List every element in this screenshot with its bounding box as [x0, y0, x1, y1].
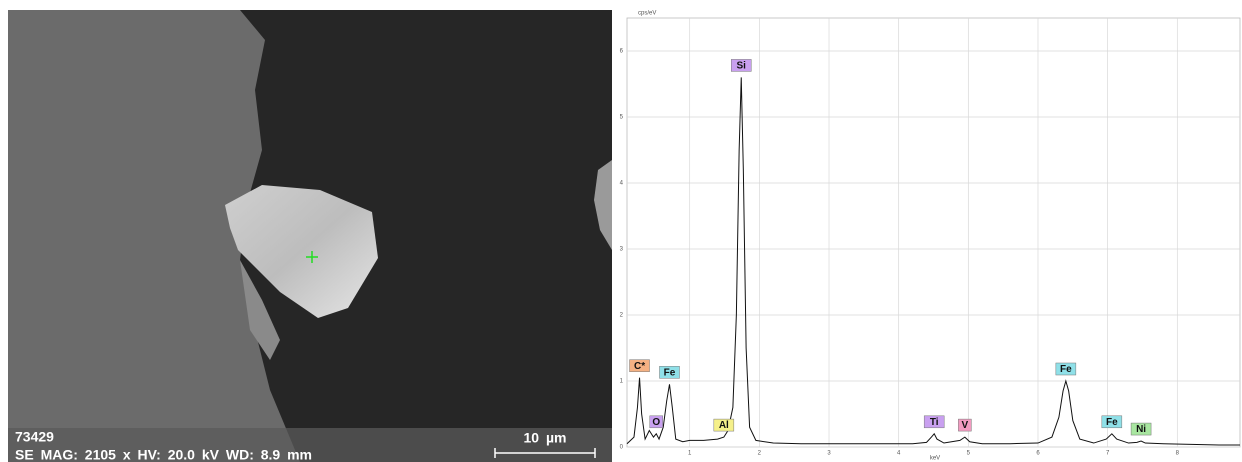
peak-label-box	[1130, 422, 1152, 436]
info-bar	[8, 428, 612, 462]
peak-label: V	[962, 420, 969, 431]
x-axis-label: keV	[930, 456, 940, 462]
spectrum-line	[626, 77, 1240, 446]
x-tick-label: 1	[688, 451, 692, 457]
sem-image: 73429 SE MAG: 2105 x HV: 20.0 kV WD: 8.9…	[8, 10, 612, 462]
peak-label-box	[923, 415, 945, 429]
sem-matrix	[8, 10, 300, 462]
y-tick-label: 1	[620, 379, 624, 385]
peak-label: Fe	[1106, 417, 1118, 428]
y-tick-label: 6	[620, 49, 624, 55]
y-tick-label: 0	[620, 445, 624, 451]
peak-label-box	[629, 359, 650, 372]
scale-bar	[494, 448, 596, 458]
peak-label: Al	[719, 420, 729, 431]
peak-label: Fe	[1060, 364, 1072, 375]
peak-label-box	[958, 418, 972, 432]
y-tick-label: 3	[620, 247, 624, 253]
probe-marker	[306, 251, 318, 263]
x-tick-label: 8	[1176, 451, 1180, 457]
x-tick-label: 3	[827, 451, 831, 457]
peak-label: Fe	[664, 367, 676, 378]
sem-particle	[225, 185, 378, 318]
x-tick-label: 6	[1036, 451, 1040, 457]
peak-label: Ni	[1136, 424, 1146, 435]
image-info: SE MAG: 2105 x HV: 20.0 kV WD: 8.9 mm	[15, 447, 312, 462]
x-tick-label: 7	[1106, 451, 1110, 457]
spectrum-chart: cps/eV keV 0 1 2 3 4 5 6 1 2 3 4 5 6 7 8 C* O Fe Al Si Ti V Fe…	[620, 11, 1241, 462]
peak-label-box	[713, 418, 735, 432]
y-tick-label: 4	[620, 181, 624, 187]
peak-label-box	[730, 59, 752, 72]
peak-label: C*	[634, 361, 645, 372]
x-tick-label: 4	[897, 451, 901, 457]
plot-frame	[626, 17, 1241, 448]
peak-label-box	[659, 366, 680, 379]
image-id: 73429	[15, 429, 54, 445]
peak-label-box	[649, 415, 664, 429]
sem-particle-edge	[594, 160, 612, 250]
x-tick-label: 2	[758, 451, 762, 457]
x-tick-label: 5	[967, 451, 971, 457]
peak-label-box	[1101, 415, 1123, 429]
scale-bar-label: 10 µm	[524, 430, 567, 446]
peak-label-box	[1055, 362, 1077, 376]
y-tick-label: 5	[620, 115, 624, 121]
peak-label: Si	[737, 61, 747, 72]
y-axis-label: cps/eV	[638, 11, 656, 17]
peak-label: O	[652, 417, 660, 428]
peak-label: Ti	[930, 417, 939, 428]
y-tick-label: 2	[620, 313, 624, 319]
sem-edge	[240, 260, 280, 360]
